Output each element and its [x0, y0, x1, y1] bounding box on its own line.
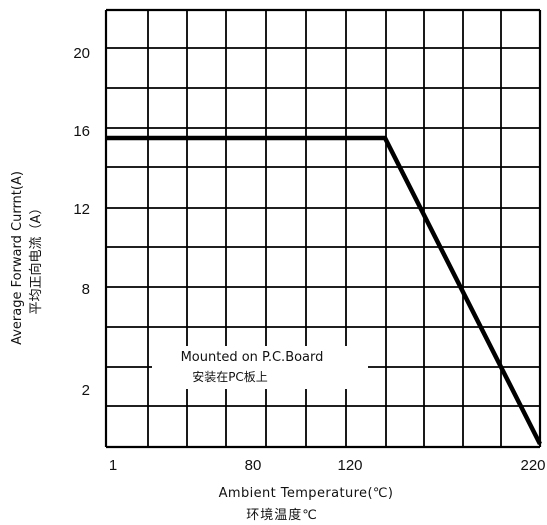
mounting-note-chinese: 安装在PC板上 [192, 369, 268, 384]
x-tick-label: 220 [520, 457, 545, 474]
y-tick-label: 16 [73, 123, 90, 140]
series-layer [106, 135, 543, 446]
mounting-note-background [152, 346, 368, 389]
x-tick-label: 120 [337, 457, 362, 474]
forward-current-curve [106, 135, 543, 446]
x-axis-title-chinese: 环境温度℃ [246, 507, 318, 523]
y-tick-label: 20 [73, 45, 90, 62]
tick-labels: 20 16 12 8 2 1 80 120 220 [73, 45, 545, 474]
x-tick-label: 80 [245, 457, 262, 474]
mounting-note: Mounted on P.C.Board 安装在PC板上 [152, 346, 368, 389]
mounting-note-english: Mounted on P.C.Board [181, 350, 324, 365]
grid [104, 8, 542, 449]
y-axis-title: Average Forward Currnt(A) [10, 171, 25, 345]
y-tick-label: 2 [82, 382, 90, 399]
x-tick-label: 1 [109, 457, 117, 474]
y-axis-title-chinese: 平均正向电流（A） [28, 202, 44, 315]
y-tick-label: 8 [82, 281, 90, 298]
x-axis-title: Ambient Temperature(℃) [219, 486, 394, 501]
y-tick-label: 12 [73, 201, 90, 218]
